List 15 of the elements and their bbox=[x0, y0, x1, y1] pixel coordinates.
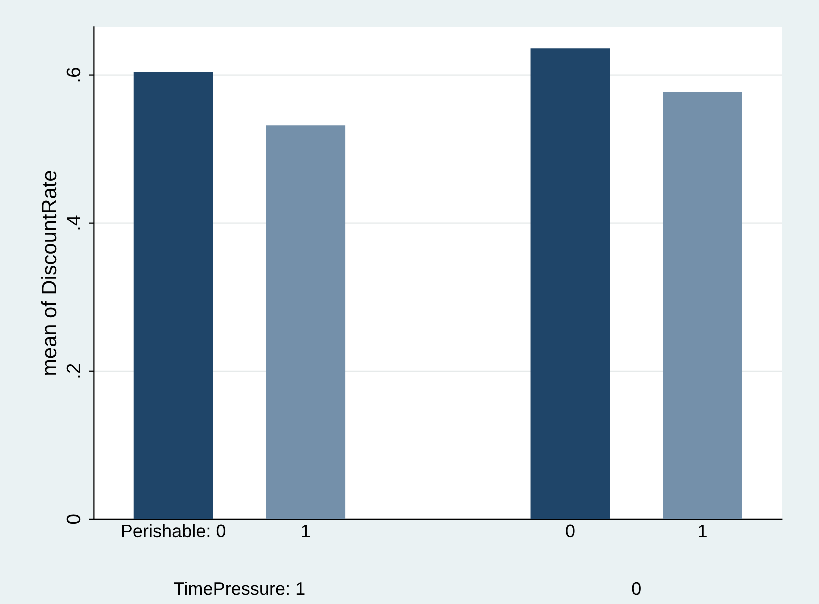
x-tick-label: 1 bbox=[302, 524, 310, 538]
text: 0 bbox=[632, 582, 641, 596]
y-tick-label: .2 bbox=[66, 364, 80, 378]
y-tick-label: 0 bbox=[66, 514, 81, 524]
text: TimePressure: 1 bbox=[174, 582, 305, 596]
bar bbox=[530, 48, 610, 520]
bar bbox=[134, 72, 214, 520]
x-tick-label: 0 bbox=[566, 524, 575, 538]
bar bbox=[663, 92, 742, 520]
y-tick-label: .4 bbox=[67, 216, 80, 230]
x-tick-label: 1 bbox=[699, 524, 707, 538]
x-tick-label: Perishable: 0 bbox=[122, 524, 226, 538]
y-tick-label: .6 bbox=[66, 68, 81, 82]
bar bbox=[266, 126, 346, 520]
y-axis-title: mean of DiscountRate bbox=[41, 171, 57, 375]
